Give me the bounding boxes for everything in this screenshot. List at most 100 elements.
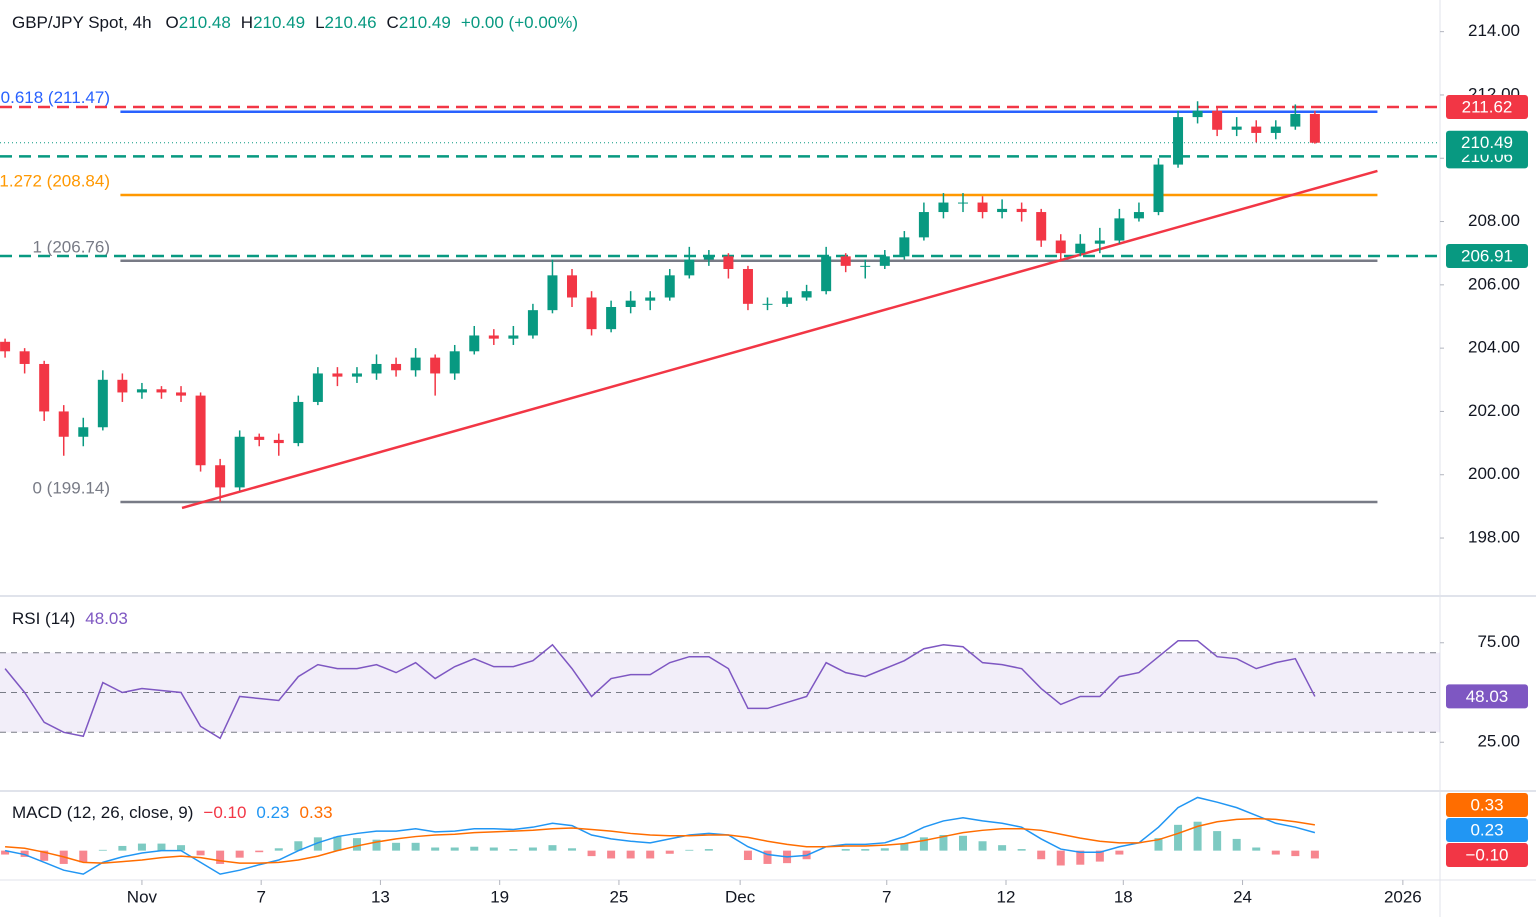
candle-body	[782, 297, 793, 304]
candle-body	[918, 212, 929, 238]
histogram-bar	[79, 850, 88, 863]
indicator-value: 48.03	[85, 609, 128, 628]
x-tick-label: 25	[609, 887, 628, 906]
candle-body	[1270, 126, 1281, 133]
price-badge-label: 206.91	[1461, 247, 1513, 266]
ohlc-label: C	[387, 13, 399, 32]
histogram-bar	[450, 847, 459, 851]
macd-line	[4, 796, 1316, 875]
candle-body	[586, 297, 597, 330]
y-tick-label: 200.00	[1468, 464, 1520, 483]
histogram-bar	[1154, 838, 1163, 851]
x-tick-label: Nov	[127, 887, 158, 906]
candle-body	[1231, 126, 1242, 130]
candle-body	[1290, 113, 1301, 127]
histogram-bar	[137, 843, 146, 851]
candle-body	[1212, 110, 1223, 130]
fib-label: 1.272 (208.84)	[0, 171, 110, 190]
candle-body	[1309, 113, 1320, 143]
histogram-bar	[470, 846, 479, 851]
candle-body	[742, 269, 753, 304]
y-tick-label: 208.00	[1468, 211, 1520, 230]
candle-body	[977, 202, 988, 213]
candle-body	[136, 389, 147, 393]
histogram-bar	[216, 850, 225, 864]
candle-body	[39, 363, 50, 412]
histogram-bar	[352, 838, 361, 851]
histogram-bar	[1056, 850, 1065, 866]
histogram-bar	[978, 841, 987, 851]
price-badge-label: 211.62	[1462, 97, 1513, 116]
candle-body	[1114, 218, 1125, 241]
x-tick-label: 24	[1233, 887, 1252, 906]
histogram-bar	[1271, 850, 1280, 855]
x-tick-label: 19	[490, 887, 509, 906]
fib-label: 1 (206.76)	[33, 237, 111, 256]
candle-body	[703, 256, 714, 260]
candle-body	[664, 275, 675, 298]
histogram-bar	[1310, 850, 1319, 859]
price-badge-label: 0.23	[1470, 820, 1503, 839]
histogram-bar	[665, 850, 674, 854]
histogram-bar	[431, 847, 440, 851]
y-tick-label: 25.00	[1477, 732, 1520, 751]
histogram-bar	[157, 843, 166, 851]
candle-body	[723, 256, 734, 270]
candle-body	[469, 335, 480, 352]
candle-body	[899, 237, 910, 257]
candle-body	[625, 300, 636, 307]
candle-body	[156, 389, 167, 393]
histogram-bar	[177, 845, 186, 851]
indicator-header: MACD (12, 26, close, 9) −0.10 0.23 0.33	[12, 803, 333, 822]
candle-body	[547, 275, 558, 311]
price-badge-label: 210.49	[1461, 133, 1513, 152]
ohlc-value: 210.48	[179, 13, 231, 32]
y-tick-label: 75.00	[1477, 632, 1520, 651]
macd-line	[5, 817, 1315, 864]
price-badge	[1446, 793, 1528, 817]
candle-body	[195, 395, 206, 466]
candle-body	[430, 357, 441, 374]
histogram-bar	[587, 850, 596, 857]
histogram-bar	[607, 850, 616, 859]
histogram-bar	[1, 850, 10, 855]
price-badge	[1446, 94, 1528, 119]
x-tick-label: 12	[997, 887, 1016, 906]
histogram-bar	[1115, 850, 1124, 855]
y-tick-label: 198.00	[1468, 528, 1520, 547]
histogram-bar	[294, 841, 303, 851]
candle-body	[1016, 208, 1027, 213]
histogram-bar	[685, 849, 694, 851]
histogram-bar	[1193, 821, 1202, 851]
candle-body	[1153, 164, 1164, 213]
histogram-bar	[528, 847, 537, 851]
histogram-bar	[1017, 849, 1026, 851]
candle-body	[879, 256, 890, 266]
fib-label: 0 (199.14)	[33, 478, 111, 497]
candle-body	[1055, 240, 1066, 254]
histogram-value: −0.10	[203, 803, 246, 822]
candle-body	[78, 427, 89, 437]
candle-body	[97, 379, 108, 428]
histogram-bar	[1213, 831, 1222, 851]
ohlc-label: H	[241, 13, 253, 32]
candle-body	[234, 436, 245, 488]
histogram-bar	[392, 842, 401, 851]
candle-body	[273, 439, 284, 444]
ohlc-label: L	[315, 13, 324, 32]
y-tick-label: 202.00	[1468, 401, 1520, 420]
price-badge-label: 48.03	[1466, 687, 1509, 706]
candle-body	[1133, 212, 1144, 219]
histogram-bar	[372, 839, 381, 851]
y-tick-label: 214.00	[1468, 21, 1520, 40]
candle-body	[1036, 212, 1047, 241]
histogram-bar	[20, 850, 29, 857]
candle-body	[645, 297, 656, 301]
candle-body	[860, 265, 871, 267]
candle-body	[762, 303, 773, 305]
price-badge	[1446, 684, 1528, 709]
candle-body	[527, 310, 538, 336]
histogram-bar	[1232, 838, 1241, 851]
histogram-bar	[880, 848, 889, 851]
